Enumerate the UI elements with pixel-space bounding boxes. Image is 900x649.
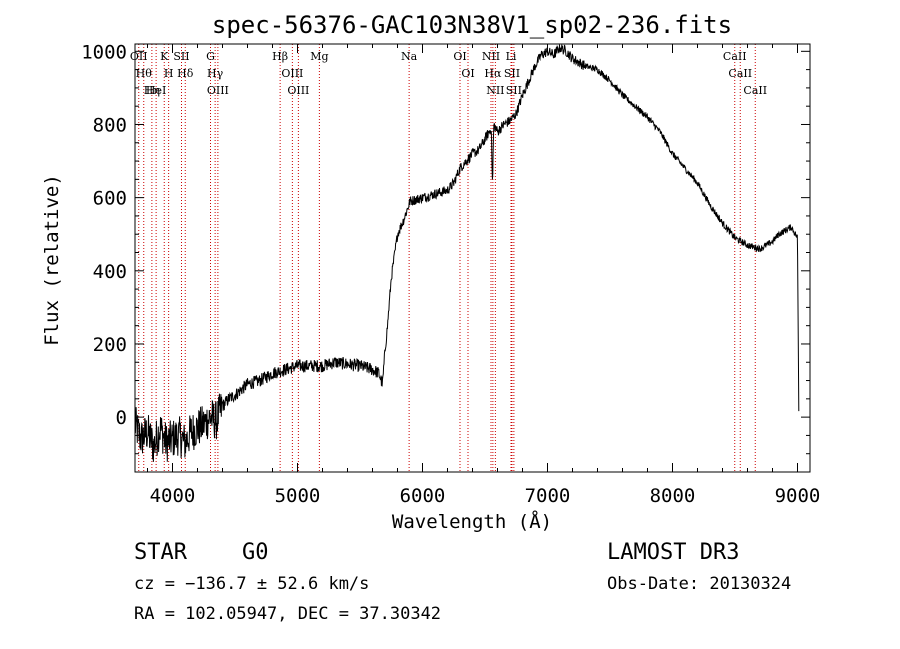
y-tick-label-1: 200 — [93, 334, 127, 356]
line-label-5: H — [164, 67, 174, 80]
line-label-3: HeI — [146, 84, 166, 97]
y-tick-label-5: 1000 — [81, 41, 127, 63]
line-label-9: Hγ — [207, 67, 224, 80]
line-label-14: Mg — [310, 50, 328, 63]
line-label-25: CaII — [728, 67, 752, 80]
line-label-8: G — [206, 50, 215, 63]
line-label-7: Hδ — [177, 67, 194, 80]
spectrum-chart: spec-56376-GAC103N38V1_sp02-236.fits OII… — [41, 11, 820, 533]
line-label-10: OIII — [207, 84, 229, 97]
line-label-19: Hα — [484, 67, 502, 80]
spectrum-series-line — [134, 44, 800, 462]
line-label-11: Hβ — [272, 50, 288, 63]
y-tick-label-2: 400 — [93, 261, 127, 283]
line-label-6: SII — [173, 50, 189, 63]
object-subclass: G0 — [242, 540, 269, 565]
plot-frame — [134, 43, 811, 473]
line-label-15: Na — [401, 50, 418, 63]
line-label-23: SII — [506, 84, 522, 97]
survey-name: LAMOST DR3 — [607, 540, 740, 565]
y-tick-label-4: 800 — [93, 114, 127, 136]
line-label-17: OI — [461, 67, 474, 80]
y-tick-label-0: 0 — [116, 407, 127, 429]
line-label-16: OI — [453, 50, 466, 63]
object-class: STAR — [134, 540, 187, 565]
line-label-0: OII — [130, 50, 148, 63]
x-axis-label: Wavelength (Å) — [392, 510, 552, 533]
line-label-4: K — [160, 50, 169, 63]
line-label-12: OIII — [281, 67, 303, 80]
line-label-2: Hη — [144, 84, 160, 97]
chart-title: spec-56376-GAC103N38V1_sp02-236.fits — [212, 11, 732, 39]
y-axis-label: Flux (relative) — [41, 174, 63, 346]
x-tick-label-0: 4000 — [150, 485, 196, 507]
x-tick-label-4: 8000 — [650, 485, 696, 507]
line-label-24: CaII — [723, 50, 747, 63]
line-label-21: Li — [506, 50, 517, 63]
x-tick-label-1: 5000 — [275, 485, 321, 507]
line-label-13: OIII — [287, 84, 309, 97]
y-tick-label-3: 600 — [93, 188, 127, 210]
coordinates: RA = 102.05947, DEC = 37.30342 — [134, 604, 442, 624]
line-label-20: NII — [486, 84, 504, 97]
line-label-18: NII — [482, 50, 500, 63]
axis-ticks: 4000 5000 6000 7000 8000 9000 0 200 400 600 800 100… — [81, 41, 820, 507]
x-tick-label-3: 7000 — [525, 485, 571, 507]
x-tick-label-5: 9000 — [775, 485, 821, 507]
observation-date: Obs-Date: 20130324 — [607, 574, 792, 594]
redshift-velocity: cz = −136.7 ± 52.6 km/s — [134, 574, 370, 594]
line-label-26: CaII — [743, 84, 767, 97]
line-label-1: Hθ — [136, 67, 153, 80]
line-label-22: SII — [504, 67, 520, 80]
x-tick-label-2: 6000 — [400, 485, 446, 507]
emission-line-markers — [138, 44, 756, 472]
